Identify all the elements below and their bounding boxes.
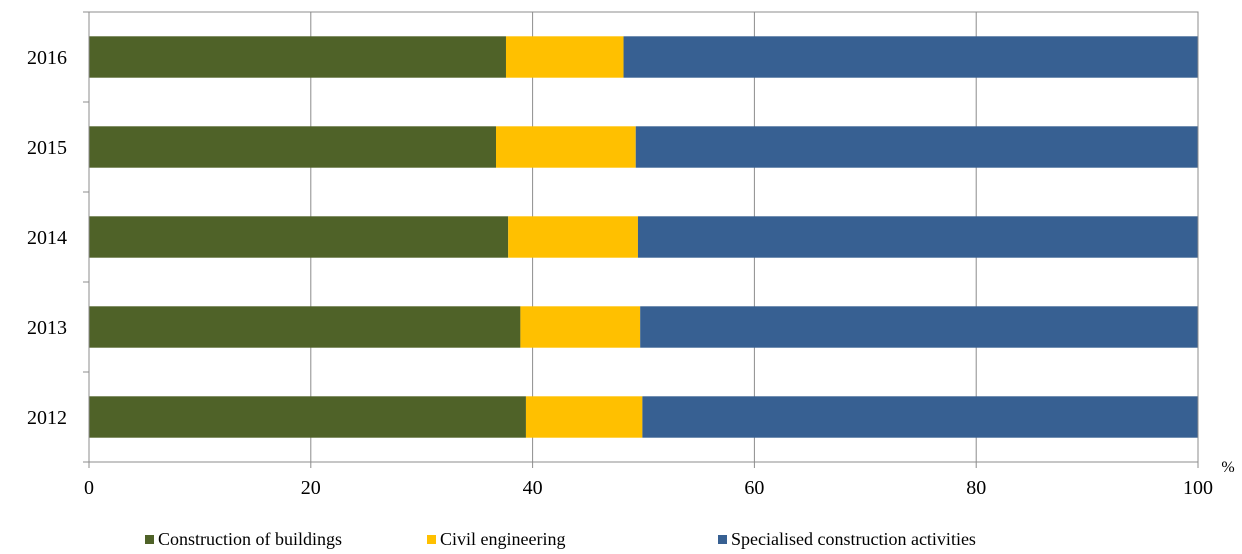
bar-2014-series-2 [637, 216, 1198, 258]
y-tick-label-2014: 2014 [27, 227, 67, 249]
bar-2015-series-2 [635, 126, 1198, 168]
y-tick-label-2012: 2012 [27, 407, 67, 429]
bar-2014-series-0 [89, 216, 509, 258]
legend-swatch-2 [718, 535, 727, 544]
legend-swatch-0 [145, 535, 154, 544]
x-tick-label-100: 100 [1183, 477, 1213, 499]
y-tick-label-2016: 2016 [27, 47, 67, 69]
bar-2013-series-2 [640, 306, 1198, 348]
bar-2012-series-2 [642, 396, 1198, 438]
bar-2016-series-1 [505, 36, 624, 78]
bar-2013-series-1 [520, 306, 641, 348]
x-tick-label-80: 80 [966, 477, 986, 499]
legend: Construction of buildings Civil engineeri… [145, 529, 976, 549]
legend-label-2: Specialised construction activities [731, 529, 976, 549]
bar-2016-series-0 [89, 36, 506, 78]
plot-frame [88, 11, 1199, 463]
axes [83, 11, 1199, 468]
legend-swatch-1 [427, 535, 436, 544]
x-tick-label-20: 20 [301, 477, 321, 499]
x-tick-labels: 0 20 40 60 80 100 [84, 477, 1213, 499]
bar-2013-series-0 [89, 306, 521, 348]
y-tick-label-2013: 2013 [27, 317, 67, 339]
bar-2014-series-1 [508, 216, 638, 258]
x-unit-label: % [1221, 459, 1234, 476]
bars [89, 36, 1198, 438]
y-tick-labels: 2016 2015 2014 2013 2012 [27, 47, 67, 429]
bar-2012-series-1 [525, 396, 643, 438]
legend-label-0: Construction of buildings [158, 529, 342, 549]
x-tick-label-40: 40 [523, 477, 543, 499]
y-tick-label-2015: 2015 [27, 137, 67, 159]
bar-2016-series-2 [623, 36, 1198, 78]
legend-label-1: Civil engineering [440, 529, 565, 549]
bar-2015-series-1 [496, 126, 636, 168]
bar-2015-series-0 [89, 126, 497, 168]
x-tick-label-60: 60 [744, 477, 764, 499]
bar-2012-series-0 [89, 396, 526, 438]
x-tick-label-0: 0 [84, 477, 94, 499]
